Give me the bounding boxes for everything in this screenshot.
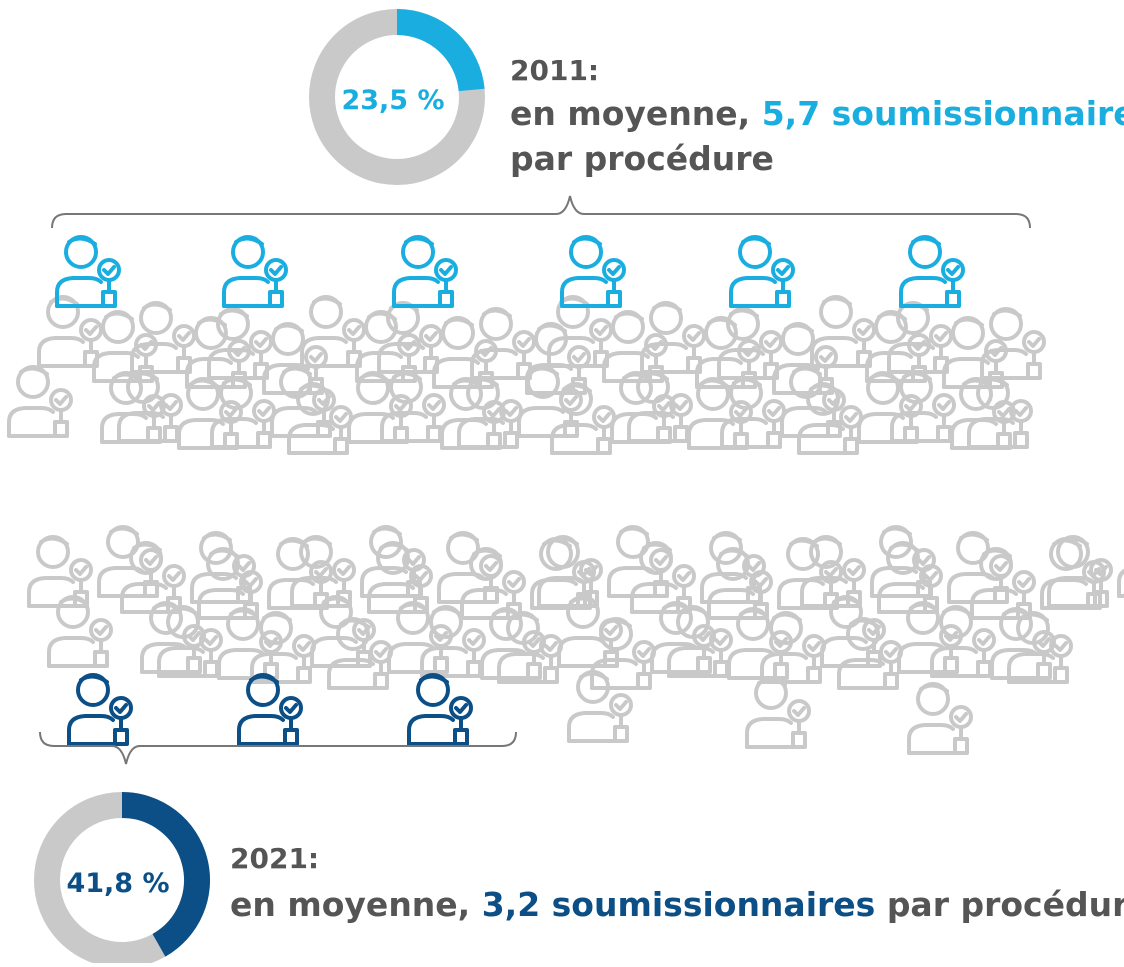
person-icon — [67, 673, 133, 746]
annotation: en moyenne, 5,7 soumissionnaires — [510, 94, 1124, 133]
year: 2021: — [230, 842, 319, 875]
person-icon — [745, 676, 811, 749]
brace — [39, 731, 517, 765]
donut-segment — [121, 792, 210, 957]
donut-segment — [396, 9, 485, 92]
annotation-highlight: 5,7 soumissionnaires — [762, 94, 1124, 133]
brace — [51, 195, 1031, 229]
person-icon — [7, 365, 73, 438]
year: 2011: — [510, 54, 599, 87]
person-icon — [950, 377, 1016, 450]
person-icon — [1117, 525, 1124, 598]
people — [7, 235, 1124, 755]
person-icon — [100, 371, 166, 444]
person-icon — [237, 673, 303, 746]
annotation-suffix: par procédure — [510, 139, 774, 178]
person-icon — [907, 682, 973, 755]
annotation-highlight: 3,2 soumissionnaires — [482, 885, 876, 924]
annotation: en moyenne, 3,2 soumissionnaires par pro… — [230, 885, 1124, 924]
person-icon — [407, 673, 473, 746]
annotation-suffix: par procédure — [887, 885, 1124, 924]
person-icon — [27, 535, 93, 608]
annotation-prefix: en moyenne, — [510, 94, 750, 133]
annotation-prefix: en moyenne, — [230, 885, 470, 924]
person-icon — [567, 670, 633, 743]
donut-label: 23,5 % — [341, 85, 444, 116]
person-icon — [899, 235, 965, 308]
person-icon — [729, 235, 795, 308]
person-icon — [610, 371, 676, 444]
person-icon — [440, 377, 506, 450]
donut-label: 41,8 % — [66, 868, 169, 899]
person-icon — [392, 235, 458, 308]
person-icon — [222, 235, 288, 308]
